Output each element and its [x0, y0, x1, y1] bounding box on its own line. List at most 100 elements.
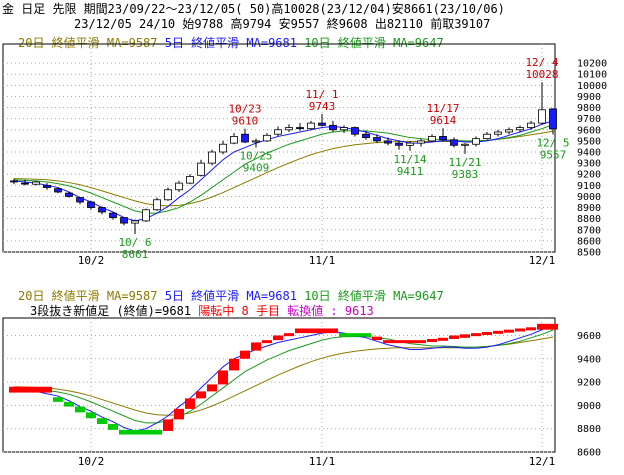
legend-ma20-bottom: 20日 終値平滑 MA=9587	[18, 289, 158, 303]
candle-body	[175, 182, 183, 191]
top-x-tick-label: 10/2	[78, 254, 105, 267]
candle-body	[538, 109, 546, 124]
top-y-tick-label: 9700	[577, 114, 601, 125]
candle-body	[109, 212, 117, 218]
top-y-tick-label: 9200	[577, 170, 601, 181]
kagi-reversal: 転換値 : 9613	[287, 304, 374, 318]
bottom-y-tick-label: 9600	[577, 331, 601, 342]
candle-body	[263, 134, 271, 142]
top-y-tick-label: 8500	[577, 248, 601, 259]
new-price-brick	[86, 412, 96, 419]
candle-body	[527, 122, 535, 128]
new-price-brick	[504, 329, 514, 333]
top-y-tick-label: 9100	[577, 181, 601, 192]
annotation-date: 11/17	[426, 102, 459, 115]
top-x-tick-label: 12/1	[529, 254, 556, 267]
annotation-value: 9409	[243, 162, 270, 175]
candle-body	[395, 142, 403, 146]
annotation-value: 9614	[430, 114, 457, 127]
annotation-date: 10/23	[228, 103, 261, 116]
top-ma10-line	[13, 124, 554, 214]
candle-body	[417, 140, 425, 144]
candle-body	[98, 207, 106, 213]
bottom-y-tick-label: 9400	[577, 354, 601, 365]
annotation-value: 9383	[452, 168, 479, 181]
candle-body	[362, 133, 370, 138]
annotation-value: 10028	[525, 68, 558, 81]
chart-header-line2: 23/12/05 24/10 始9788 高9794 安9557 終9608 出…	[74, 17, 491, 31]
kagi-prefix: 3段抜き新値足 (終値)=9681	[30, 304, 192, 318]
new-price-brick	[196, 391, 206, 399]
top-y-tick-label: 8700	[577, 225, 601, 236]
new-price-brick	[251, 342, 261, 351]
bottom-x-tick-label: 10/2	[78, 455, 105, 468]
candle-body	[373, 137, 381, 142]
candle-body	[43, 184, 51, 188]
annotation-value: 9557	[540, 149, 567, 162]
new-price-brick	[482, 331, 492, 335]
bottom-x-tick-label: 12/1	[529, 455, 556, 468]
annotation-date: 10/ 6	[118, 236, 151, 249]
candle-body	[505, 129, 513, 133]
candle-body	[164, 189, 172, 201]
top-y-tick-label: 9300	[577, 159, 601, 170]
candle-body	[516, 127, 524, 131]
candle-body	[76, 197, 84, 203]
bottom-y-tick-label: 9000	[577, 401, 601, 412]
annotation-value: 9610	[232, 115, 259, 128]
new-price-brick	[471, 333, 481, 337]
new-price-brick	[9, 386, 52, 393]
legend-ma10-bottom: 10日 終値平滑 MA=9647	[304, 289, 444, 303]
new-price-brick	[185, 398, 195, 409]
candle-body	[494, 131, 502, 135]
bottom-ma5-line	[13, 325, 554, 432]
new-price-brick	[97, 418, 107, 425]
candle-body	[340, 127, 348, 131]
candle-body	[296, 127, 304, 130]
kagi-count: 8 手目	[241, 304, 280, 318]
new-price-brick	[174, 408, 184, 420]
bottom-y-tick-label: 8600	[577, 448, 601, 459]
bottom-ma-legend: 20日 終値平滑 MA=9587 5日 終値平滑 MA=9681 10日 終値平…	[18, 289, 444, 304]
bottom-ma10-line	[13, 329, 554, 424]
candle-body	[384, 140, 392, 144]
top-x-tick-label: 11/1	[309, 254, 336, 267]
candle-body	[439, 136, 447, 141]
candle-body	[54, 188, 62, 193]
top-y-tick-label: 9400	[577, 148, 601, 159]
new-price-brick	[218, 370, 228, 385]
candle-body	[483, 133, 491, 140]
candle-body	[21, 182, 29, 185]
new-price-brick	[207, 384, 217, 392]
legend-ma20: 20日 終値平滑 MA=9587	[18, 36, 158, 50]
candle-body	[252, 140, 260, 143]
candle-body	[142, 209, 150, 222]
annotation-date: 11/21	[448, 156, 481, 169]
top-y-tick-label: 10000	[577, 81, 607, 92]
legend-ma10: 10日 終値平滑 MA=9647	[304, 36, 444, 50]
annotation-date: 11/14	[393, 153, 426, 166]
candle-body	[318, 122, 326, 126]
annotation-date: 12/ 4	[525, 56, 558, 69]
candle-body	[351, 127, 359, 135]
new-price-brick	[240, 350, 250, 359]
top-y-tick-label: 9800	[577, 103, 601, 114]
candle-body	[219, 143, 227, 153]
candle-body	[274, 129, 282, 135]
bottom-y-tick-label: 8800	[577, 424, 601, 435]
top-y-tick-label: 10100	[577, 70, 607, 81]
new-price-brick	[449, 335, 459, 339]
candle-body	[230, 136, 238, 144]
top-y-tick-label: 9900	[577, 92, 601, 103]
candle-body	[120, 217, 128, 224]
new-price-brick	[372, 336, 382, 341]
bottom-x-tick-label: 11/1	[309, 455, 336, 468]
candle-body	[428, 136, 436, 142]
new-price-brick	[515, 328, 525, 332]
top-y-tick-label: 9000	[577, 192, 601, 203]
candle-body	[406, 142, 414, 146]
candle-body	[131, 220, 139, 224]
legend-ma5: 5日 終値平滑 MA=9681	[164, 36, 297, 50]
new-price-brick	[295, 328, 338, 334]
